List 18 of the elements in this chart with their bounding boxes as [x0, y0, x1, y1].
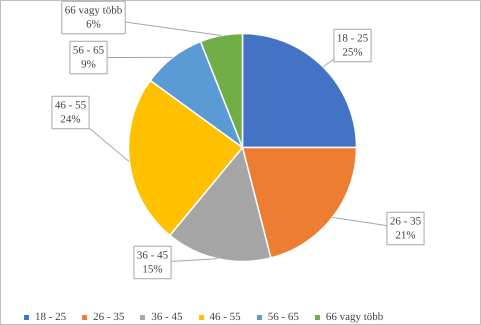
slice-label: 26 - 35 — [390, 215, 422, 228]
data-label: 24% — [60, 114, 81, 126]
slice-label: 56 - 65 — [72, 44, 105, 56]
data-label: 21% — [395, 230, 416, 242]
legend-label: 56 - 65 — [268, 311, 299, 323]
data-label: 15% — [142, 264, 163, 276]
legend-label: 26 - 35 — [93, 311, 124, 323]
legend-label: 66 vagy több — [326, 311, 384, 323]
legend-label: 46 - 55 — [210, 311, 241, 323]
data-label: 25% — [342, 46, 363, 59]
legend-label: 18 - 25 — [35, 311, 66, 323]
slice-label: 66 vagy több — [64, 4, 123, 16]
slice-label: 36 - 45 — [136, 249, 169, 262]
legend-label: 36 - 45 — [151, 311, 183, 323]
data-label: 9% — [81, 58, 96, 71]
slice-label: 46 - 55 — [54, 99, 87, 112]
slice-label: 18 - 25 — [336, 32, 369, 44]
data-label: 6% — [86, 18, 101, 31]
